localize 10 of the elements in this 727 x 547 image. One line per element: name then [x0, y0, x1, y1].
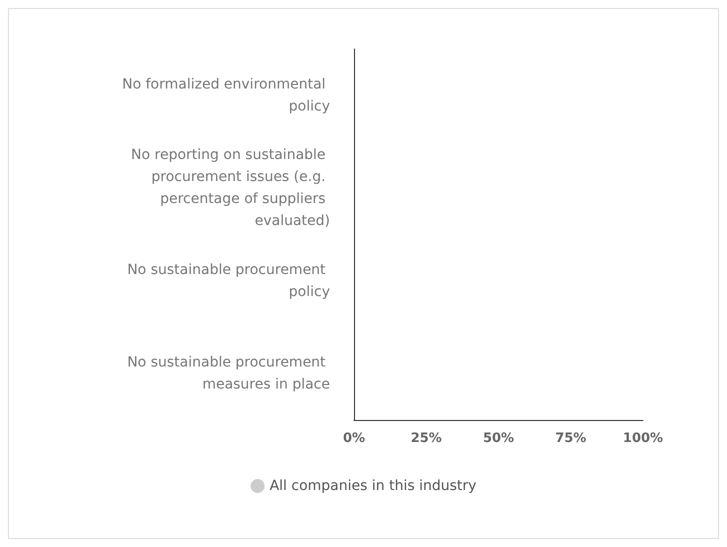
y-tick-label: No sustainable procurement measures in place: [127, 354, 330, 393]
x-tick-label: 75%: [555, 431, 586, 446]
x-tick-label: 0%: [342, 431, 366, 446]
x-tick-label: 50%: [482, 431, 514, 446]
y-tick-label: No sustainable procurement policy: [127, 262, 330, 300]
legend-label: All companies in this industry: [270, 478, 476, 494]
x-tick-label: 100%: [622, 431, 664, 446]
x-tick-label: 25%: [410, 431, 442, 446]
y-tick-label: No reporting on sustainable procurement issues (e.g. percentage of suppliers evaluated): [131, 147, 330, 230]
y-tick-label: No formalized environmental policy: [122, 76, 330, 114]
